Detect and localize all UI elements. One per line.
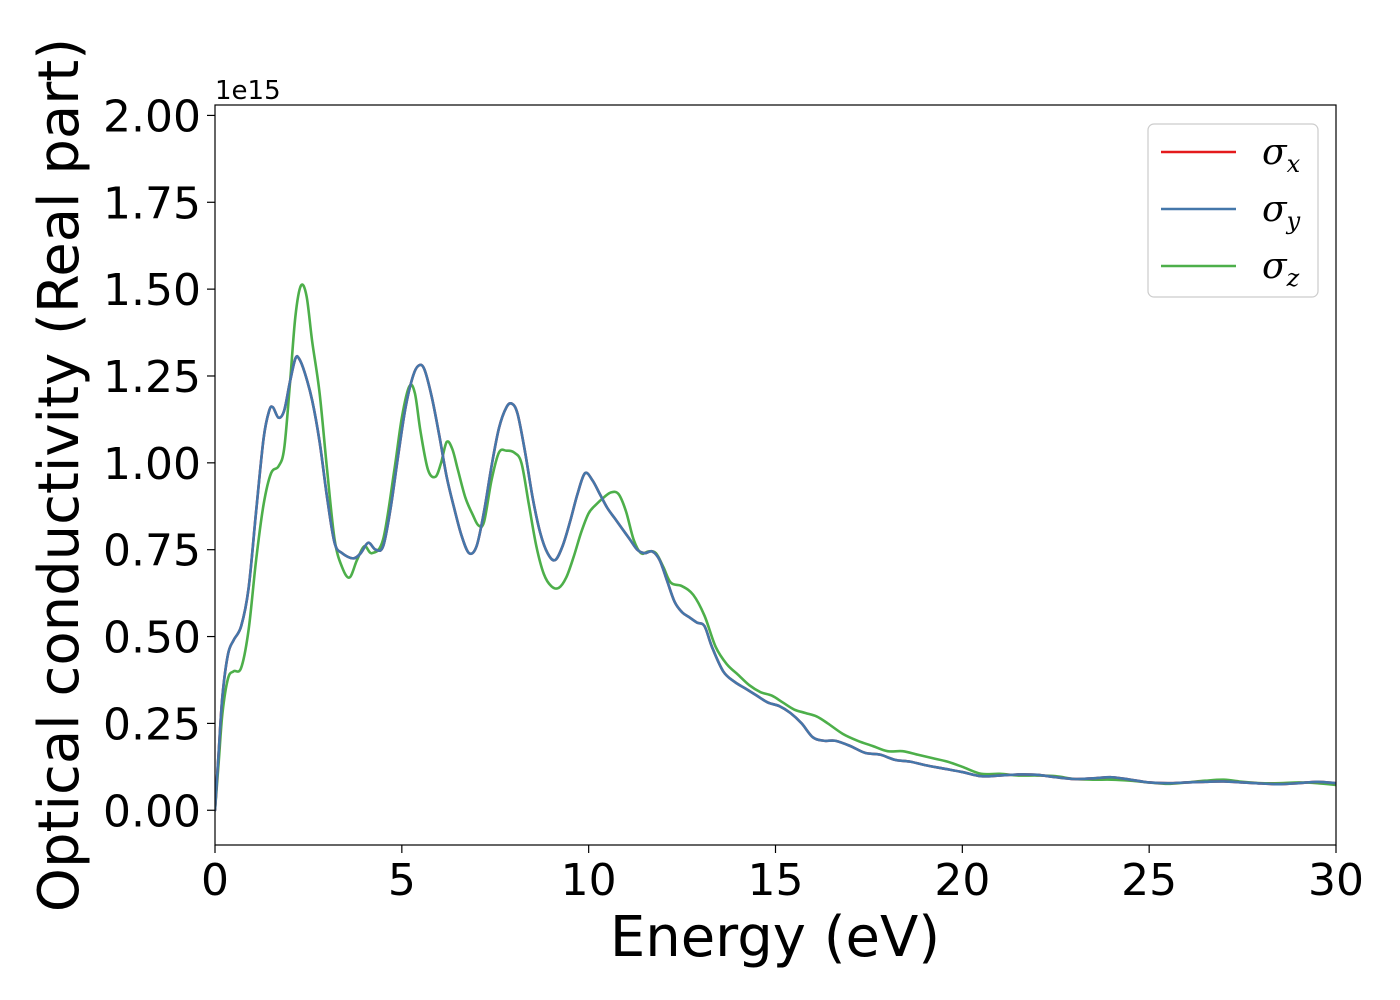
- x-tick-label: 0: [201, 855, 229, 906]
- y-tick-label: 0.50: [103, 613, 201, 664]
- legend: σx σy σz: [1147, 123, 1319, 298]
- x-tick-label: 30: [1308, 855, 1364, 906]
- x-axis-title: Energy (eV): [610, 905, 940, 970]
- legend-label-x: σx: [1262, 132, 1301, 178]
- legend-label-y: σy: [1262, 189, 1301, 235]
- y-axis-title: Optical conductivity (Real part): [27, 38, 92, 912]
- y-axis: 0.00 0.25 0.50 0.75 1.00 1.25 1.50 1.75 2.00: [103, 91, 215, 837]
- series-line-z: [215, 283, 1336, 812]
- series-layer: [215, 283, 1336, 812]
- legend-box: [1147, 123, 1319, 298]
- series-line-y: [215, 354, 1336, 812]
- y-tick-label: 1.00: [103, 439, 201, 490]
- y-tick-label: 0.25: [103, 699, 201, 750]
- y-tick-label: 1.50: [103, 265, 201, 316]
- x-tick-label: 5: [388, 855, 416, 906]
- x-tick-label: 20: [934, 855, 990, 906]
- legend-label-z: σz: [1262, 246, 1300, 292]
- y-tick-label: 1.25: [103, 352, 201, 403]
- x-tick-label: 10: [561, 855, 617, 906]
- y-tick-label: 0.00: [103, 786, 201, 837]
- x-tick-label: 25: [1121, 855, 1177, 906]
- y-tick-label: 0.75: [103, 526, 201, 577]
- y-tick-label: 2.00: [103, 91, 201, 142]
- x-tick-label: 15: [748, 855, 804, 906]
- x-axis: 0 5 10 15 20 25 30: [201, 845, 1364, 906]
- y-offset-label: 1e15: [215, 76, 281, 106]
- y-tick-label: 1.75: [103, 178, 201, 229]
